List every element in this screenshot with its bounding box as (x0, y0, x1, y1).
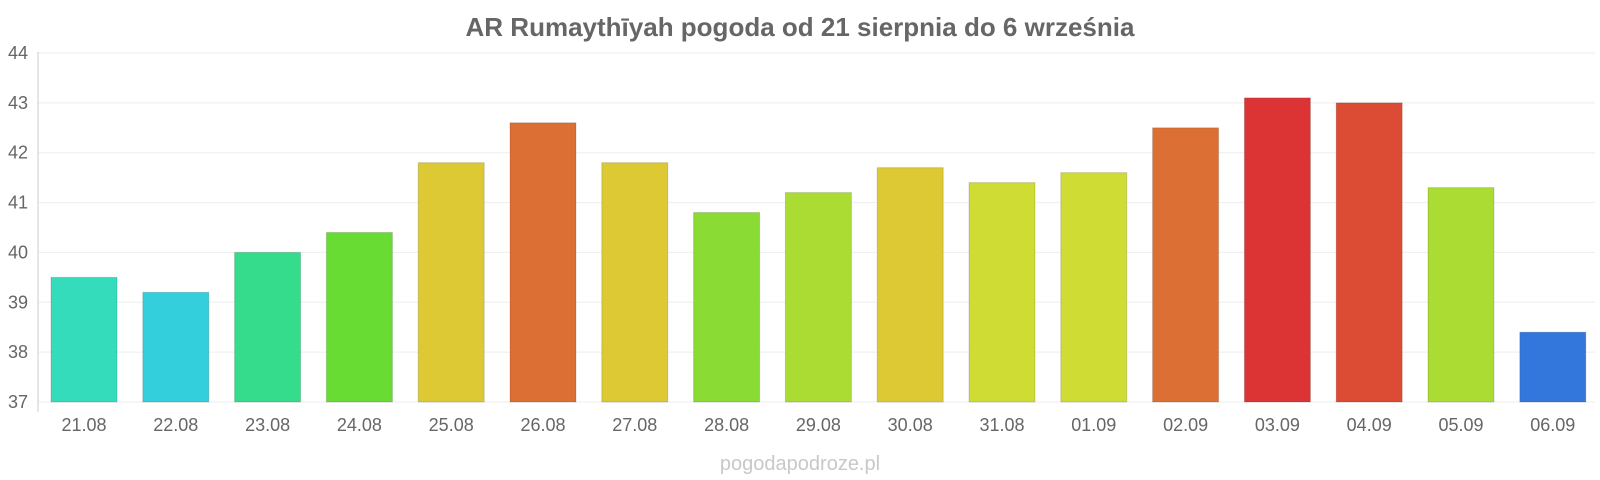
bar-31.08 (968, 182, 1036, 403)
x-tick-label: 25.08 (429, 415, 474, 435)
bar-29.08 (784, 192, 852, 403)
bar-28.08 (693, 212, 761, 403)
watermark: pogodapodroze.pl (720, 453, 880, 475)
bars (50, 97, 1587, 403)
y-tick-label: 37 (8, 392, 28, 412)
x-tick-label: 21.08 (61, 415, 106, 435)
y-tick-label: 42 (8, 143, 28, 163)
y-tick-label: 40 (8, 242, 28, 262)
bar-21.08 (50, 276, 118, 403)
bar-01.09 (1060, 172, 1128, 403)
x-tick-label: 31.08 (979, 415, 1024, 435)
x-tick-label: 06.09 (1530, 415, 1575, 435)
bar-05.09 (1427, 187, 1495, 403)
bar-27.08 (601, 162, 669, 403)
bar-25.08 (417, 162, 485, 403)
y-tick-label: 39 (8, 292, 28, 312)
x-axis-ticks: 21.08 22.08 23.08 24.08 25.08 26.08 27.08 28.08… (61, 415, 1575, 435)
bar-24.08 (325, 231, 393, 403)
x-tick-label: 28.08 (704, 415, 749, 435)
x-tick-label: 26.08 (520, 415, 565, 435)
bar-23.08 (234, 251, 302, 403)
x-tick-label: 24.08 (337, 415, 382, 435)
bar-22.08 (142, 291, 210, 403)
x-tick-label: 22.08 (153, 415, 198, 435)
x-tick-label: 02.09 (1163, 415, 1208, 435)
x-tick-label: 03.09 (1255, 415, 1300, 435)
y-axis-ticks: 37 38 39 40 41 42 43 44 (8, 43, 28, 412)
x-tick-label: 04.09 (1347, 415, 1392, 435)
x-tick-label: 05.09 (1438, 415, 1483, 435)
bar-06.09 (1519, 331, 1587, 403)
x-tick-label: 29.08 (796, 415, 841, 435)
y-tick-label: 38 (8, 342, 28, 362)
bar-02.09 (1152, 127, 1220, 403)
bar-04.09 (1335, 102, 1403, 403)
y-tick-label: 44 (8, 43, 28, 63)
x-tick-label: 01.09 (1071, 415, 1116, 435)
bar-03.09 (1243, 97, 1311, 403)
y-tick-label: 41 (8, 193, 28, 213)
x-tick-label: 30.08 (888, 415, 933, 435)
chart-title: AR Rumaythīyah pogoda od 21 sierpnia do … (466, 12, 1135, 42)
y-tick-label: 43 (8, 93, 28, 113)
bar-26.08 (509, 122, 577, 403)
bar-30.08 (876, 167, 944, 403)
x-tick-label: 23.08 (245, 415, 290, 435)
x-tick-label: 27.08 (612, 415, 657, 435)
